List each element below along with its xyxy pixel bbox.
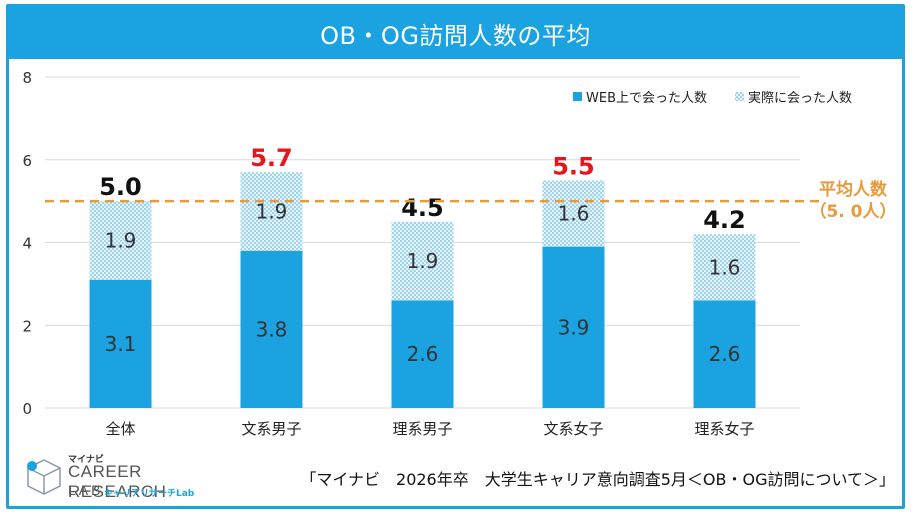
lab-cube-icon bbox=[27, 459, 61, 495]
bar-inperson-3 bbox=[542, 180, 605, 247]
logo-brand-lab: LAB bbox=[68, 482, 104, 498]
segment-label: 1.9 bbox=[105, 228, 137, 252]
legend: WEB上で会った人数 実際に会った人数 bbox=[573, 90, 852, 106]
legend-swatch-1 bbox=[735, 92, 744, 101]
bar-web-4 bbox=[693, 300, 756, 408]
total-label: 5.5 bbox=[552, 152, 595, 180]
y-tick-label: 4 bbox=[22, 235, 32, 253]
bar-inperson-4 bbox=[693, 234, 756, 301]
y-tick-label: 2 bbox=[22, 317, 32, 335]
segment-label: 1.9 bbox=[407, 249, 439, 273]
y-axis: 0 2 4 6 8 bbox=[22, 69, 32, 418]
total-label: 5.0 bbox=[99, 173, 142, 201]
x-tick-label: 理系女子 bbox=[694, 420, 754, 438]
logo-brand-main: CAREER RESEARCH bbox=[68, 462, 167, 501]
bar-inperson-1 bbox=[240, 172, 303, 251]
segment-label: 1.6 bbox=[709, 255, 741, 279]
x-tick-label: 文系男子 bbox=[241, 420, 301, 438]
y-tick-label: 0 bbox=[22, 400, 32, 418]
total-label: 4.2 bbox=[703, 206, 746, 234]
y-tick-label: 8 bbox=[22, 69, 32, 87]
bar-web-2 bbox=[391, 300, 454, 408]
x-axis: 全体 文系男子 理系男子 文系女子 理系女子 bbox=[105, 420, 754, 438]
segment-label: 2.6 bbox=[709, 342, 741, 366]
x-tick-label: 理系男子 bbox=[392, 420, 452, 438]
source-citation: 「マイナビ 2026年卒 大学生キャリア意向調査5月＜OB・OG訪問について＞」 bbox=[300, 470, 895, 489]
average-value-label: （5. 0人） bbox=[809, 201, 896, 222]
segment-label: 3.1 bbox=[105, 332, 137, 356]
average-label: 平均人数 bbox=[819, 179, 888, 200]
legend-label-0: WEB上で会った人数 bbox=[586, 91, 707, 106]
career-research-lab-logo: マイナビ CAREER RESEARCH LAB キャリアリサーチLab bbox=[24, 452, 224, 504]
bar-inperson-2 bbox=[391, 221, 454, 301]
segment-label: 1.6 bbox=[558, 202, 590, 226]
chart-title: OB・OG訪問人数の平均 bbox=[9, 7, 902, 59]
logo-brand-sub: キャリアリサーチLab bbox=[104, 489, 195, 499]
total-label: 4.5 bbox=[401, 194, 444, 222]
bar-inperson-0 bbox=[89, 201, 152, 280]
bar-web-3 bbox=[542, 246, 605, 408]
segment-label: 1.9 bbox=[256, 199, 288, 223]
bar-web-1 bbox=[240, 250, 303, 408]
segment-label: 3.9 bbox=[558, 315, 590, 339]
segment-label: 3.8 bbox=[256, 317, 288, 341]
legend-swatch-0 bbox=[573, 92, 582, 101]
x-tick-label: 文系女子 bbox=[543, 420, 603, 438]
y-tick-label: 6 bbox=[22, 152, 32, 170]
x-tick-label: 全体 bbox=[105, 420, 135, 438]
bar-web-0 bbox=[89, 279, 152, 408]
legend-label-1: 実際に会った人数 bbox=[748, 90, 852, 106]
logo-brand-top: マイナビ bbox=[68, 455, 104, 465]
average-reference: 平均人数（5. 0人） bbox=[45, 179, 897, 222]
segment-label: 2.6 bbox=[407, 342, 439, 366]
bars: 3.1 1.9 5.0 3.8 1.9 5.7 2.6 1.9 4.5 3.9 1.6 5.5 2.6 1… bbox=[89, 144, 756, 408]
total-label: 5.7 bbox=[250, 144, 293, 172]
